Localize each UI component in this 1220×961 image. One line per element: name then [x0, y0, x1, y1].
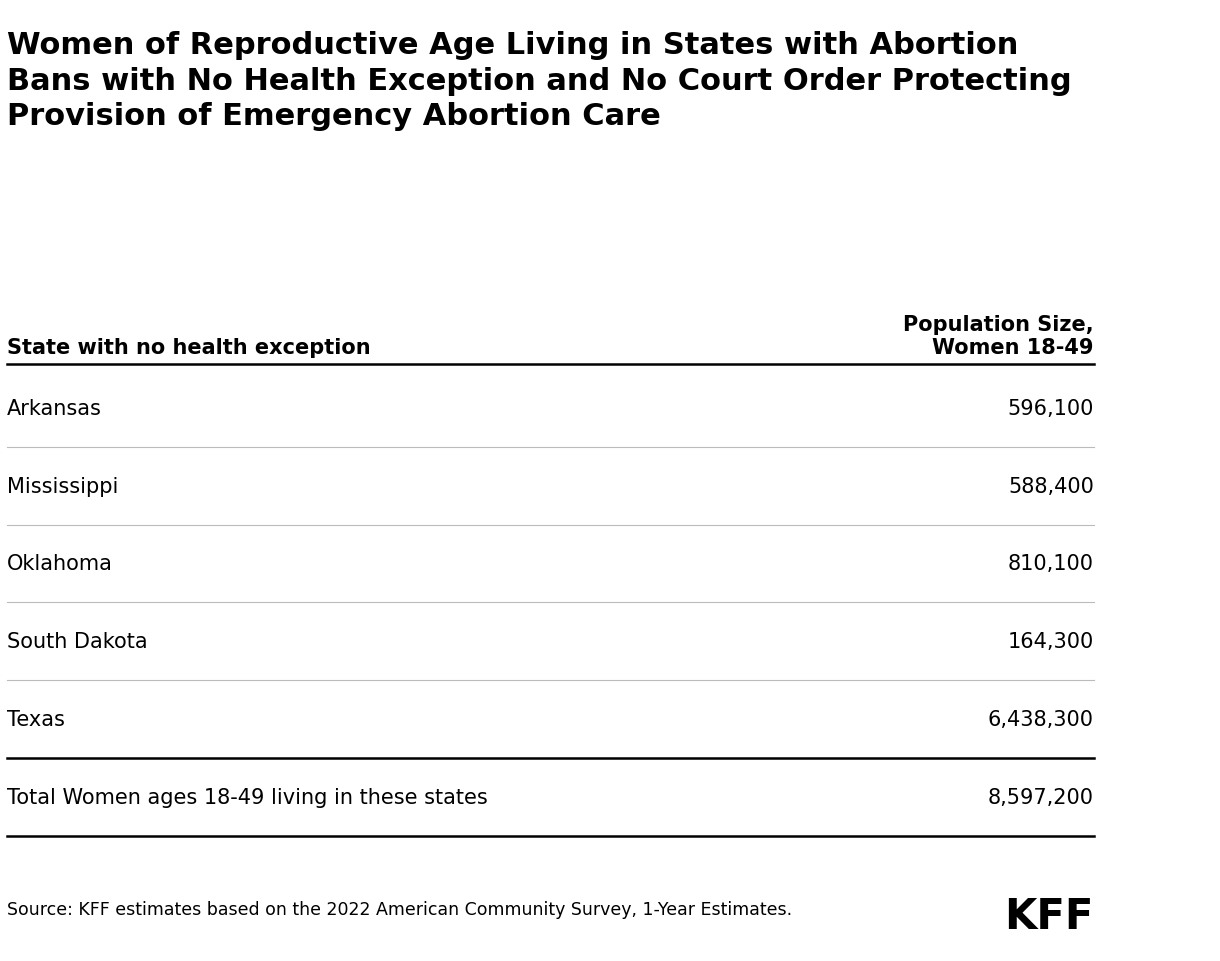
Text: South Dakota: South Dakota: [7, 631, 148, 652]
Text: Texas: Texas: [7, 709, 65, 729]
Text: Arkansas: Arkansas: [7, 399, 101, 418]
Text: 596,100: 596,100: [1008, 399, 1094, 418]
Text: 588,400: 588,400: [1008, 477, 1094, 496]
Text: Women of Reproductive Age Living in States with Abortion
Bans with No Health Exc: Women of Reproductive Age Living in Stat…: [7, 31, 1071, 132]
Text: 8,597,200: 8,597,200: [988, 787, 1094, 807]
Text: 810,100: 810,100: [1008, 554, 1094, 574]
Text: 164,300: 164,300: [1008, 631, 1094, 652]
Text: KFF: KFF: [1004, 895, 1094, 937]
Text: 6,438,300: 6,438,300: [988, 709, 1094, 729]
Text: Oklahoma: Oklahoma: [7, 554, 112, 574]
Text: Mississippi: Mississippi: [7, 477, 118, 496]
Text: Total Women ages 18-49 living in these states: Total Women ages 18-49 living in these s…: [7, 787, 488, 807]
Text: State with no health exception: State with no health exception: [7, 337, 371, 357]
Text: Source: KFF estimates based on the 2022 American Community Survey, 1-Year Estima: Source: KFF estimates based on the 2022 …: [7, 900, 792, 918]
Text: Population Size,
Women 18-49: Population Size, Women 18-49: [903, 314, 1094, 357]
